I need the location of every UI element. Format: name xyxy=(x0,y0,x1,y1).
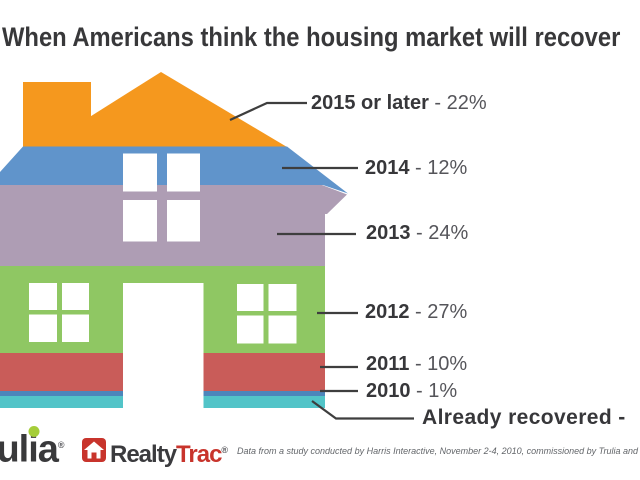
window-pane xyxy=(29,314,57,342)
realtytrac-icon-door xyxy=(91,452,97,459)
leader-line-already-recovered xyxy=(311,400,414,420)
window-pane xyxy=(167,200,200,242)
label-2012: 2012 - 27% xyxy=(365,302,467,323)
label-2010: 2010 - 1% xyxy=(366,381,457,402)
realtytrac-icon-house xyxy=(84,441,104,459)
chart-title: When Americans think the housing market … xyxy=(2,22,621,52)
label-value: - 22% xyxy=(428,92,487,114)
window-pane xyxy=(123,200,157,242)
realtytrac-logo-trac: Trac xyxy=(176,441,222,468)
trulia-i-dot-circle xyxy=(28,426,40,437)
leader-line-2015 xyxy=(229,101,307,121)
realtytrac-logo-realty: Realty xyxy=(110,441,177,468)
label-2013: 2013 - 24% xyxy=(366,223,468,244)
label-value: - 24% xyxy=(410,222,469,244)
label-2011: 2011 - 10% xyxy=(366,354,467,375)
label-year: 2010 xyxy=(366,380,411,402)
trulia-logo-text: trulia xyxy=(0,428,59,471)
label-year: 2011 xyxy=(366,353,410,375)
label-year: 2014 xyxy=(365,157,410,179)
label-year: Already recovered - xyxy=(422,406,626,429)
window-pane xyxy=(237,284,264,311)
window-pane xyxy=(123,153,157,192)
label-value: - 12% xyxy=(409,157,468,179)
trulia-logo: trulia® xyxy=(0,423,65,472)
window-pane xyxy=(237,315,264,344)
window-pane xyxy=(62,283,89,310)
window-pane xyxy=(268,284,297,311)
label-value: - 1% xyxy=(410,380,458,402)
label-value: - 27% xyxy=(409,301,468,323)
label-year: 2013 xyxy=(366,222,411,244)
realtytrac-logo: RealtyTrac® xyxy=(110,439,229,468)
source-note: Data from a study conducted by Harris In… xyxy=(237,446,639,456)
window-pane xyxy=(167,153,200,192)
label-year: 2015 or later xyxy=(311,92,429,114)
label-year: 2012 xyxy=(365,301,410,323)
window-pane xyxy=(268,315,297,344)
window-pane xyxy=(62,314,89,342)
window-pane xyxy=(29,283,57,310)
trulia-registered-mark: ® xyxy=(57,440,65,450)
label-already-recovered: Already recovered - xyxy=(422,407,626,428)
label-2014: 2014 - 12% xyxy=(365,158,467,179)
roof-segment-2015-or-later xyxy=(42,72,287,147)
door xyxy=(123,283,204,408)
label-value: - 10% xyxy=(409,353,468,375)
realtytrac-house-icon xyxy=(82,438,106,462)
trulia-i-dot xyxy=(28,426,40,437)
realtytrac-registered-mark: ® xyxy=(221,445,229,455)
label-2015-or-later: 2015 or later - 22% xyxy=(311,93,487,114)
